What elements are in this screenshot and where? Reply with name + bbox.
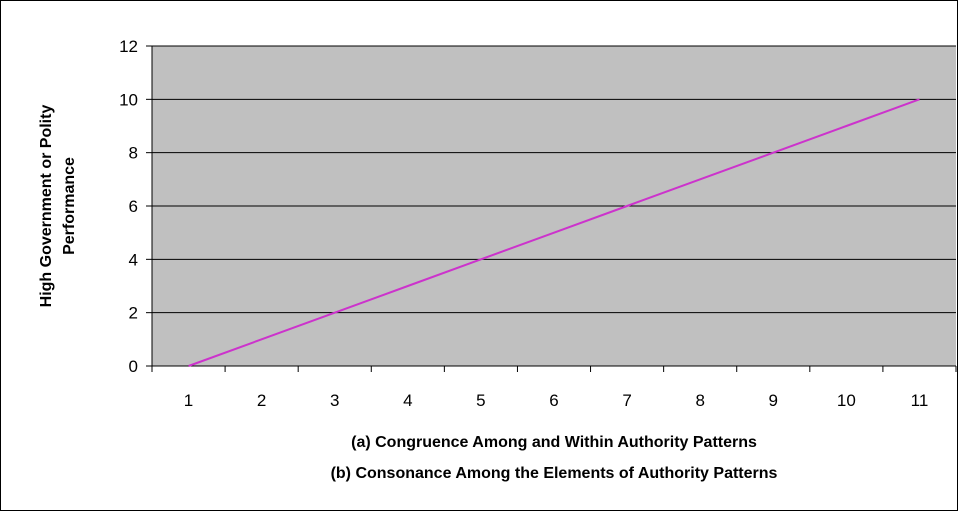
gridlines <box>152 45 956 314</box>
y-tick-label: 2 <box>129 304 138 323</box>
x-tick-label: 4 <box>403 391 412 410</box>
y-axis-label-line-1: High Government or Polity <box>38 105 55 308</box>
x-tick-label: 5 <box>476 391 485 410</box>
y-axis-ticks: 0 2 4 6 8 10 12 <box>119 37 152 376</box>
x-tick-label: 9 <box>769 391 778 410</box>
x-tick-label: 6 <box>549 391 558 410</box>
series-line <box>188 98 920 367</box>
y-axis-label-line-2: Performance <box>61 157 78 255</box>
x-axis-label-line-2: (b) Consonance Among the Elements of Aut… <box>331 465 778 482</box>
x-tick-label: 1 <box>184 391 193 410</box>
x-tick-label: 2 <box>257 391 266 410</box>
x-tick-label: 7 <box>622 391 631 410</box>
series-group <box>188 98 920 367</box>
x-tick-label: 3 <box>330 391 339 410</box>
x-tick-label: 11 <box>911 391 929 410</box>
y-tick-label: 6 <box>129 197 138 216</box>
x-axis-label-line-1: (a) Congruence Among and Within Authorit… <box>351 434 757 451</box>
x-axis-ticks: 1 2 3 4 5 6 7 8 9 10 11 <box>151 366 957 410</box>
y-tick-label: 0 <box>129 357 138 376</box>
y-tick-label: 12 <box>119 37 138 56</box>
y-tick-label: 8 <box>129 144 138 163</box>
y-tick-label: 4 <box>129 250 138 269</box>
x-tick-label: 10 <box>837 391 856 410</box>
y-tick-label: 10 <box>119 90 138 109</box>
x-tick-label: 8 <box>695 391 704 410</box>
